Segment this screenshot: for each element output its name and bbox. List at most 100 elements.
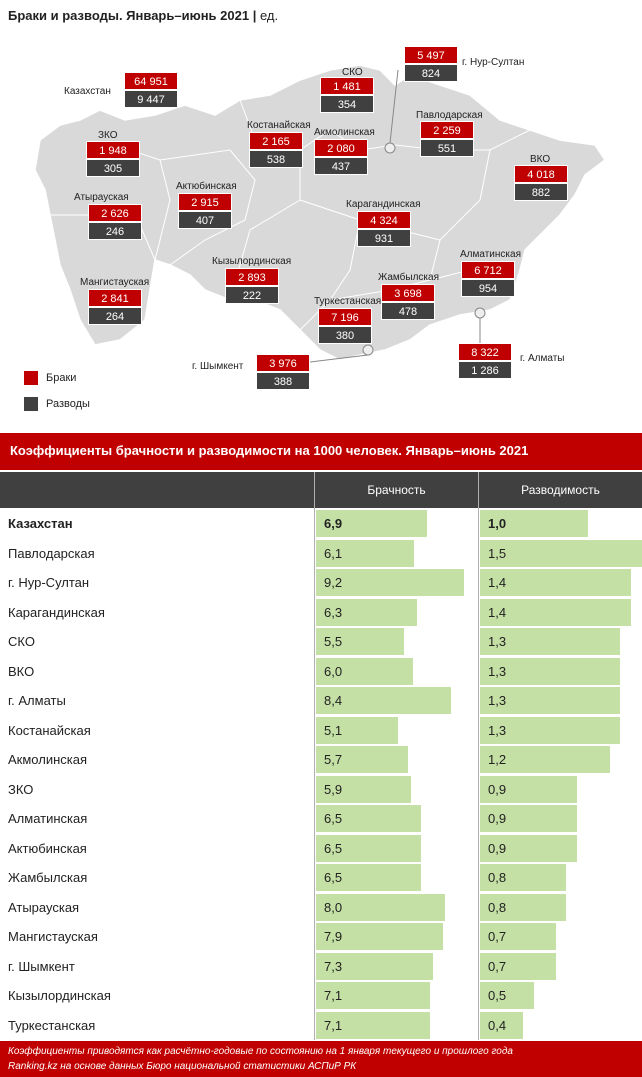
region-box: 64 951 9 447 — [124, 72, 178, 108]
marriage-rate-bar — [316, 539, 415, 567]
divorce-rate-bar — [480, 834, 578, 862]
region-label: Кызылординская — [212, 256, 292, 267]
marriages-value: 64 951 — [124, 72, 178, 90]
region-box: 5 497 824 — [404, 46, 458, 82]
region-box: 2 893 222 — [225, 268, 279, 304]
legend-divorce-swatch — [24, 397, 38, 411]
region-label: г. Алматы — [520, 353, 565, 364]
divorce-rate-bar — [480, 864, 567, 891]
marriage-rate-bar — [316, 982, 431, 1009]
divorces-value: 551 — [420, 139, 474, 157]
footer-note: Коэффициенты приводятся как расчётно-год… — [8, 1046, 513, 1057]
region-label: СКО — [342, 67, 363, 78]
marriages-value: 4 324 — [357, 211, 411, 229]
marriage-rate-label: 7,9 — [324, 929, 343, 944]
table-row: г. Шымкент 7,3 0,7 — [0, 952, 642, 981]
table-row: Акмолинская 5,7 1,2 — [0, 745, 642, 774]
nur-sultan-marker — [384, 142, 396, 154]
divorce-rate-bar — [480, 569, 632, 596]
divorce-rate-bar — [480, 539, 642, 567]
row-region-name: Атырауская — [8, 899, 80, 915]
divorces-value: 1 286 — [458, 361, 512, 379]
region-box: 4 324 931 — [357, 211, 411, 247]
table-row: СКО 5,5 1,3 — [0, 627, 642, 656]
divorce-rate-label: 0,9 — [488, 840, 507, 856]
marriage-rate-bar — [316, 510, 427, 537]
divorces-value: 478 — [381, 302, 435, 320]
page-title: Браки и разводы. Январь–июнь 2021 | ед. — [8, 8, 279, 23]
marriage-rate-bar — [316, 687, 452, 714]
divorces-value: 931 — [357, 229, 411, 247]
row-region-name: Жамбылская — [8, 870, 88, 885]
row-region-name: Костанайская — [8, 722, 91, 738]
marriages-value: 7 196 — [318, 308, 372, 326]
table-row: Павлодарская 6,1 1,5 — [0, 539, 642, 568]
marriages-value: 2 841 — [88, 289, 142, 307]
marriage-rate-label: 8,0 — [324, 899, 343, 915]
region-label: Алматинская — [460, 249, 521, 260]
divorce-rate-label: 0,9 — [488, 781, 507, 797]
table-title: Коэффициенты брачности и разводимости на… — [0, 433, 642, 470]
table-row: Актюбинская 6,5 0,9 — [0, 834, 642, 863]
marriages-value: 2 626 — [88, 204, 142, 222]
divorce-rate-bar — [480, 628, 621, 655]
marriages-value: 6 712 — [461, 261, 515, 279]
divorces-value: 246 — [88, 222, 142, 240]
marriage-rate-bar — [316, 628, 405, 655]
region-label: ЗКО — [98, 130, 118, 141]
marriage-rate-bar — [316, 657, 413, 685]
divorces-value: 407 — [178, 211, 232, 229]
divorce-rate-bar — [480, 775, 578, 803]
row-region-name: Актюбинская — [8, 840, 87, 856]
marriage-rate-bar — [316, 716, 399, 744]
marriage-rate-label: 6,5 — [324, 870, 343, 885]
marriage-rate-bar — [316, 569, 464, 596]
marriage-rate-label: 6,3 — [324, 604, 343, 620]
region-box: 2 841 264 — [88, 289, 142, 325]
table-row: Жамбылская 6,5 0,8 — [0, 863, 642, 892]
marriage-rate-bar — [316, 864, 421, 891]
row-region-name: Казахстан — [8, 516, 73, 531]
divorces-value: 388 — [256, 372, 310, 390]
row-region-name: Туркестанская — [8, 1017, 96, 1033]
divorce-rate-label: 0,5 — [488, 988, 507, 1003]
region-box: 1 948 305 — [86, 141, 140, 177]
divorce-rate-label: 1,2 — [488, 752, 507, 767]
divorce-rate-label: 0,7 — [488, 958, 507, 974]
marriage-rate-label: 5,7 — [324, 752, 343, 767]
divorces-value: 538 — [249, 150, 303, 168]
marriages-value: 3 698 — [381, 284, 435, 302]
marriage-rate-label: 7,1 — [324, 1017, 343, 1033]
marriage-rate-label: 7,1 — [324, 988, 343, 1003]
divorce-rate-label: 1,3 — [488, 693, 507, 708]
marriage-rate-label: 9,2 — [324, 575, 343, 590]
region-label: Мангистауская — [80, 277, 150, 288]
marriages-value: 1 481 — [320, 77, 374, 95]
table-row: Атырауская 8,0 0,8 — [0, 893, 642, 922]
divorces-value: 305 — [86, 159, 140, 177]
table-row: г. Алматы 8,4 1,3 — [0, 686, 642, 715]
marriages-value: 1 948 — [86, 141, 140, 159]
marriage-rate-bar — [316, 952, 434, 980]
marriages-value: 3 976 — [256, 354, 310, 372]
col-head-region — [0, 472, 314, 508]
column-divider — [478, 472, 479, 1040]
marriage-rate-bar — [316, 923, 444, 950]
region-label: Актюбинская — [176, 181, 237, 192]
legend-marriage: Браки — [24, 371, 76, 385]
marriage-rate-label: 8,4 — [324, 693, 343, 708]
region-box: 2 259 551 — [420, 121, 474, 157]
row-region-name: г. Шымкент — [8, 958, 75, 974]
divorce-rate-label: 0,7 — [488, 929, 507, 944]
divorce-rate-bar — [480, 1011, 524, 1039]
divorces-value: 9 447 — [124, 90, 178, 108]
legend-marriage-swatch — [24, 371, 38, 385]
region-box: 6 712 954 — [461, 261, 515, 297]
region-box: 2 915 407 — [178, 193, 232, 229]
region-label: ВКО — [530, 154, 551, 165]
almaty-marker — [474, 307, 486, 319]
marriages-value: 4 018 — [514, 165, 568, 183]
divorce-rate-bar — [480, 805, 578, 832]
marriage-rate-bar — [316, 893, 445, 921]
marriage-rate-bar — [316, 805, 421, 832]
